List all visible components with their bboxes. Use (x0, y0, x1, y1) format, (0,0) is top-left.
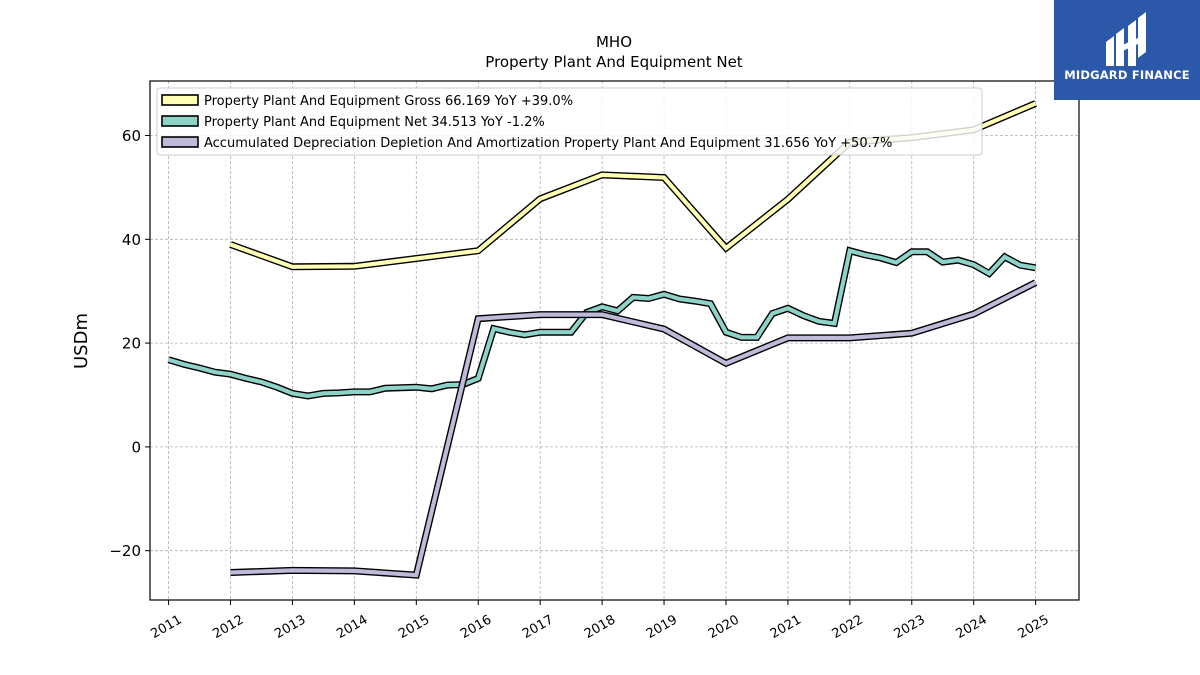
series-outline-2 (230, 279, 1038, 579)
legend-swatch-1 (161, 115, 199, 127)
x-tick-label: 2022 (830, 612, 866, 642)
x-tick-label: 2015 (396, 612, 432, 642)
y-tick-label: 20 (122, 335, 141, 353)
x-tick-label: 2018 (582, 612, 618, 642)
chart-subtitle: Property Plant And Equipment Net (485, 53, 742, 71)
legend-swatch-0 (161, 94, 199, 106)
chart-title: MHO (596, 33, 632, 51)
legend-box (156, 87, 983, 156)
brand-logo: MIDGARD FINANCE (1054, 0, 1200, 100)
x-tick-label: 2011 (148, 612, 184, 642)
legend: Property Plant And Equipment Gross 66.16… (156, 87, 983, 156)
series-line-1 (167, 248, 1036, 399)
y-tick-label: 60 (122, 127, 141, 145)
x-tick-label: 2023 (892, 612, 928, 642)
x-tick-label: 2020 (706, 612, 742, 642)
legend-label-1: Property Plant And Equipment Net 34.513 … (204, 115, 545, 130)
legend-swatch-2 (161, 136, 199, 148)
x-tick-label: 2019 (644, 612, 680, 642)
x-tick-label: 2014 (334, 612, 370, 642)
axes: −20 0 20 40 60 2011 2012 2013 2014 2015 2016 2017 20… (109, 127, 1051, 642)
grid (150, 81, 1079, 600)
series-layer (167, 100, 1038, 579)
brand-name: MIDGARD FINANCE (1064, 68, 1190, 82)
x-tick-label: 2016 (458, 612, 494, 642)
y-axis-label: USDm (71, 313, 92, 369)
plot-frame (149, 80, 1080, 601)
legend-label-0: Property Plant And Equipment Gross 66.16… (204, 94, 573, 109)
y-tick-label: 40 (122, 231, 141, 249)
y-tick-label: −20 (109, 542, 141, 560)
legend-label-2: Accumulated Depreciation Depletion And A… (204, 136, 892, 151)
x-tick-label: 2025 (1015, 612, 1051, 642)
brand-mark-icon (1106, 12, 1146, 66)
y-tick-label: 0 (131, 438, 141, 456)
series-line-2 (230, 280, 1037, 578)
x-tick-label: 2013 (272, 612, 308, 642)
x-tick-label: 2021 (768, 612, 804, 642)
x-tick-label: 2012 (210, 612, 246, 642)
x-tick-label: 2024 (954, 612, 990, 642)
x-tick-label: 2017 (520, 612, 556, 642)
